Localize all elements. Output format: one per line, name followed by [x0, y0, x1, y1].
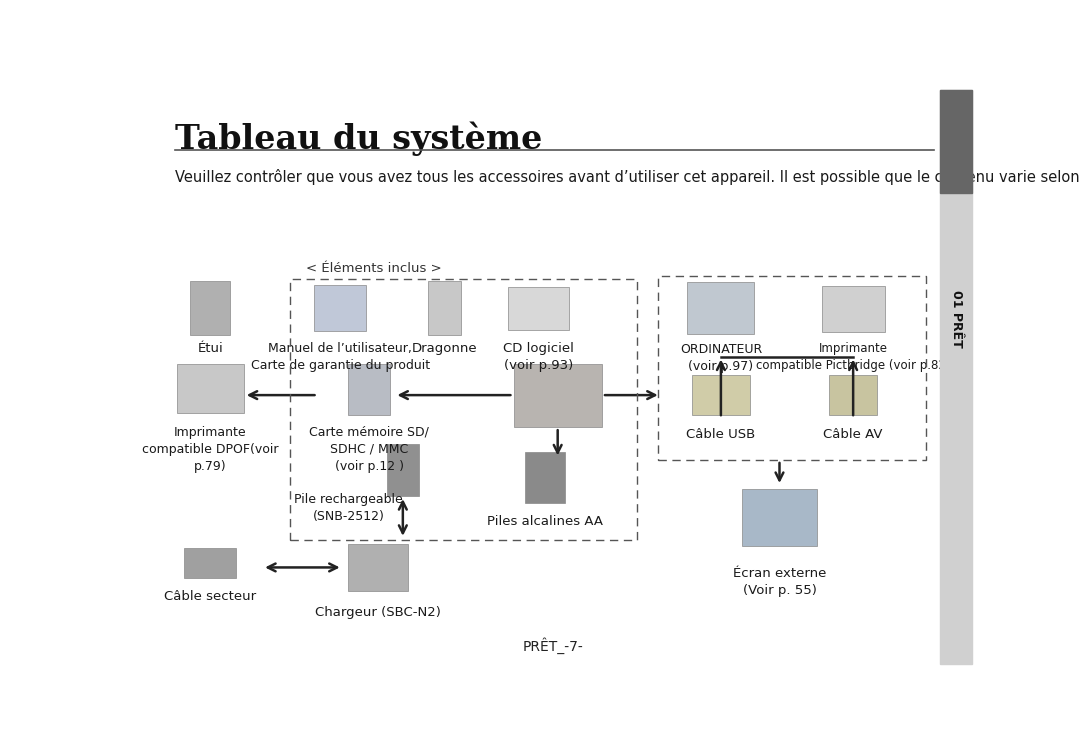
Bar: [177, 364, 244, 413]
Bar: [514, 363, 602, 427]
Bar: [289, 279, 637, 540]
Bar: [941, 90, 972, 193]
Bar: [509, 287, 568, 330]
Text: Imprimante
compatible Pictbridge (voir p.82): Imprimante compatible Pictbridge (voir p…: [756, 342, 950, 372]
Bar: [428, 280, 461, 335]
Bar: [742, 489, 818, 546]
Text: Écran externe
(Voir p. 55): Écran externe (Voir p. 55): [733, 568, 826, 598]
Bar: [941, 90, 972, 664]
Bar: [387, 444, 419, 495]
Text: Chargeur (SBC-N2): Chargeur (SBC-N2): [314, 606, 441, 619]
Bar: [691, 375, 751, 416]
Text: ORDINATEUR
(voir p.97): ORDINATEUR (voir p.97): [679, 343, 762, 374]
Bar: [349, 363, 390, 416]
Bar: [687, 282, 754, 333]
Text: Imprimante
compatible DPOF(voir
p.79): Imprimante compatible DPOF(voir p.79): [143, 425, 279, 472]
Text: Carte mémoire SD/
SDHC / MMC
(voir p.12 ): Carte mémoire SD/ SDHC / MMC (voir p.12 …: [310, 425, 429, 472]
Bar: [658, 276, 926, 460]
Text: CD logiciel
(voir p.93): CD logiciel (voir p.93): [503, 342, 573, 372]
Text: Câble secteur: Câble secteur: [164, 590, 256, 604]
Text: PRÊT_-7-: PRÊT_-7-: [523, 637, 584, 653]
Bar: [190, 280, 230, 335]
Text: Manuel de l’utilisateur,
Carte de garantie du produit: Manuel de l’utilisateur, Carte de garant…: [251, 342, 430, 372]
Text: Piles alcalines AA: Piles alcalines AA: [487, 515, 603, 527]
Text: 01 PRÊT: 01 PRÊT: [949, 290, 962, 348]
Text: Câble USB: Câble USB: [686, 428, 756, 442]
Text: Dragonne: Dragonne: [411, 342, 477, 355]
Text: Pile rechargeable
(SNB-2512): Pile rechargeable (SNB-2512): [294, 493, 403, 523]
Bar: [822, 286, 885, 332]
Text: < Éléments inclus >: < Éléments inclus >: [306, 262, 442, 275]
Bar: [314, 285, 366, 330]
Text: Tableau du système: Tableau du système: [175, 121, 542, 156]
Text: Étui: Étui: [198, 342, 224, 355]
Bar: [828, 375, 877, 416]
Bar: [525, 452, 565, 503]
Text: Veuillez contrôler que vous avez tous les accessoires avant d’utiliser cet appar: Veuillez contrôler que vous avez tous le…: [175, 169, 1080, 185]
Bar: [185, 548, 237, 578]
Bar: [348, 544, 408, 591]
Text: Câble AV: Câble AV: [823, 428, 882, 442]
